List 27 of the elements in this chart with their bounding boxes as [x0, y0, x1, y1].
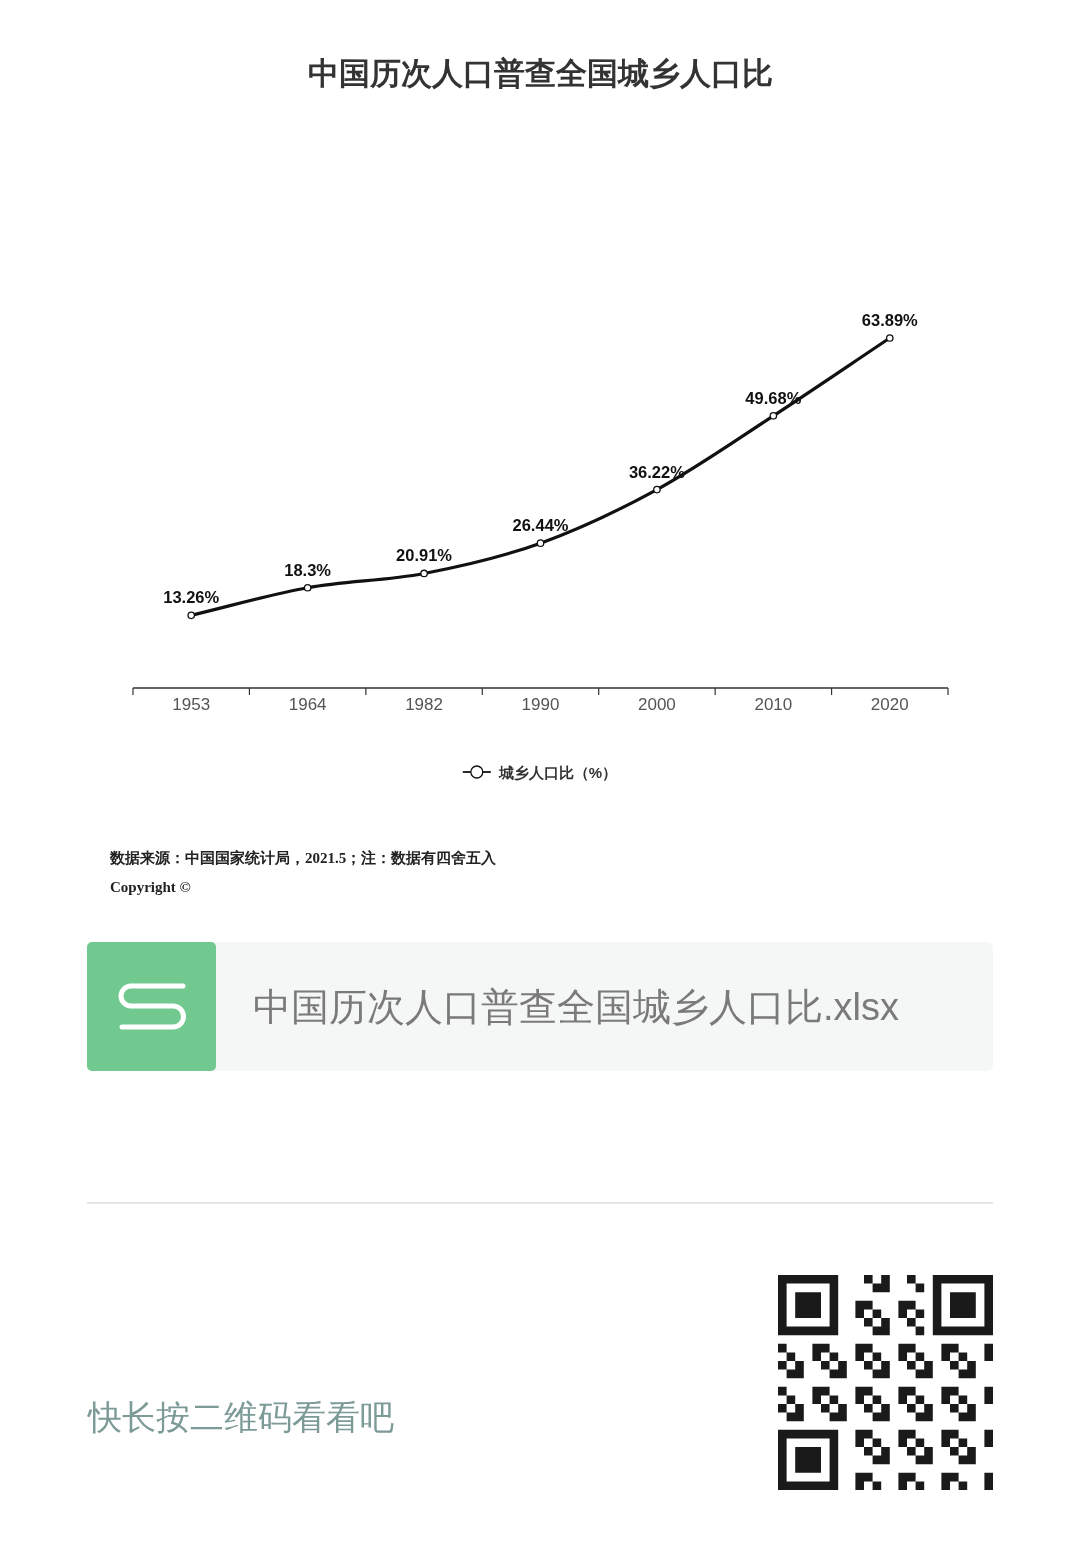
x-tick-label: 2020 [870, 694, 909, 714]
point [885, 334, 894, 342]
x-tick-label: 1990 [521, 694, 560, 714]
x-tick-label: 1964 [288, 694, 327, 714]
x-tick-label: 1953 [172, 694, 211, 714]
data-label: 13.26% [163, 588, 220, 607]
data-label: 36.22% [628, 462, 686, 481]
point [653, 485, 661, 494]
data-label: 63.89% [861, 311, 919, 329]
point [420, 569, 428, 578]
point [187, 611, 196, 620]
point [303, 583, 312, 592]
point [769, 412, 778, 420]
data-label: 20.91% [396, 546, 453, 565]
x-tick-label: 1982 [405, 694, 443, 714]
legend-label: 城乡人口比（%） [497, 763, 618, 781]
text: 中国历次人口普查全国城乡人口比.xlsx [253, 986, 899, 1028]
source-note: 数据来源：中国国家统计局，2021.5；注：数据有四舍五入 [109, 849, 498, 866]
x-tick-label: 2010 [754, 694, 793, 714]
text: Copyright © [110, 879, 191, 895]
data-label: 26.44% [512, 516, 569, 535]
data-label: 49.68% [745, 388, 802, 407]
x-tick-label: 2000 [638, 694, 676, 714]
point [536, 539, 545, 548]
text: 快长按二维码看看吧 [87, 1398, 394, 1436]
chart-title: 中国历次人口普查全国城乡人口比 [307, 55, 773, 91]
data-label: 18.3% [284, 560, 332, 579]
